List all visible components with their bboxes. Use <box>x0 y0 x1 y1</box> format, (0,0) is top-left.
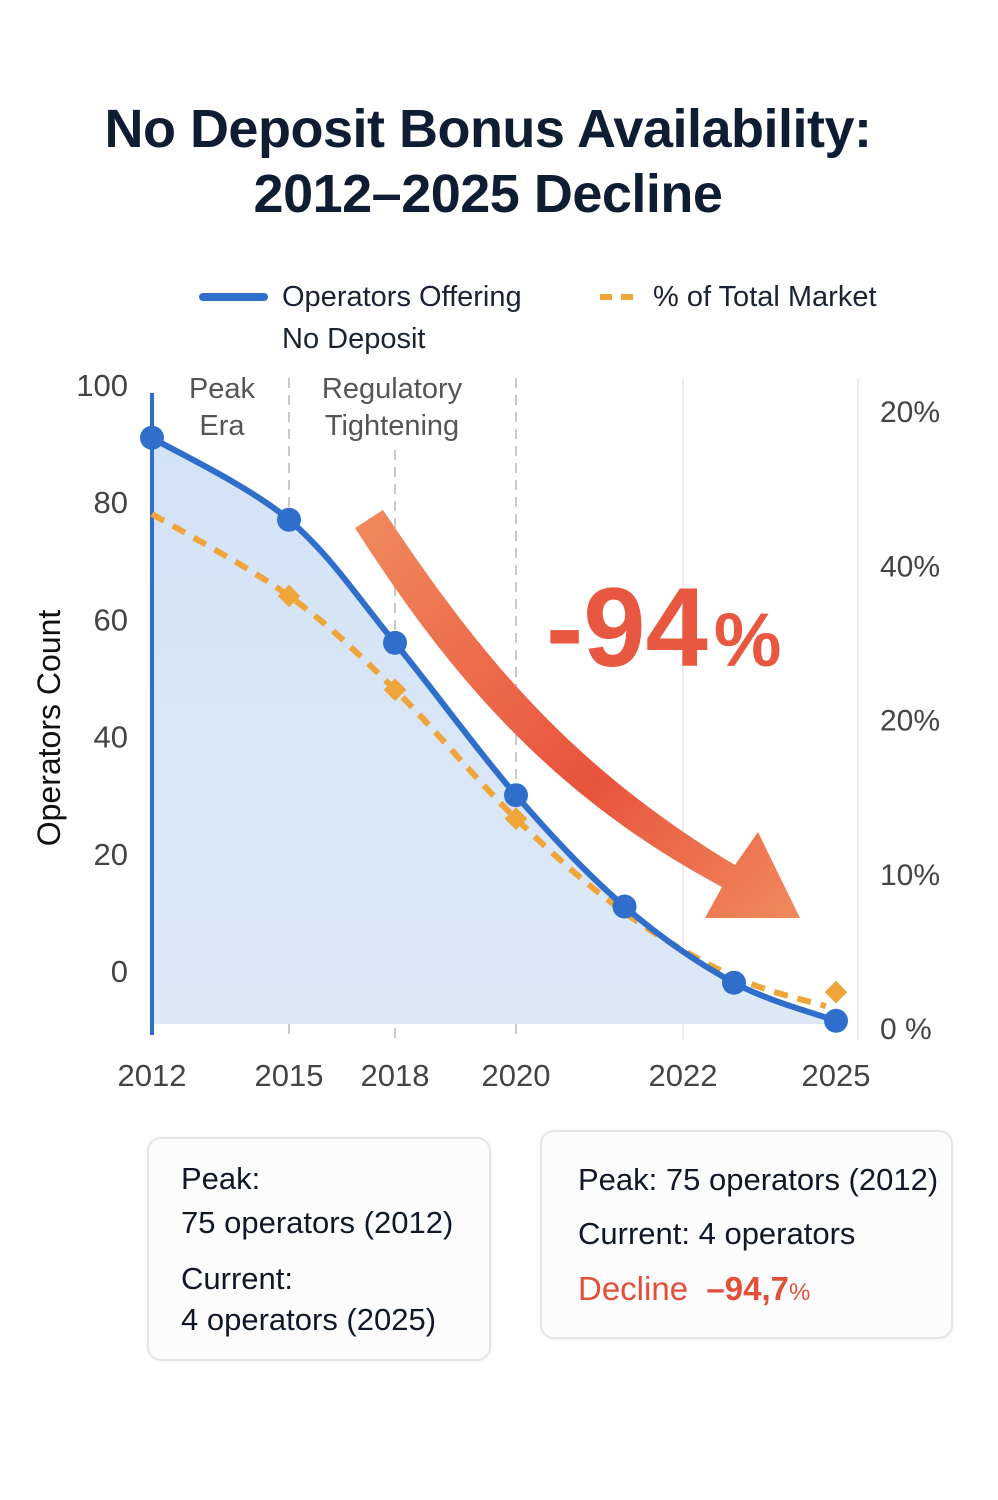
chart-title-line-1: No Deposit Bonus Availability: <box>104 99 872 159</box>
right-y-tick-label: 20% <box>880 705 940 738</box>
operators-point <box>504 783 528 808</box>
decline-big-label: -94% <box>546 565 781 690</box>
x-tick-label: 2015 <box>255 1058 324 1093</box>
operators-area-fill <box>152 437 836 1024</box>
y-tick-label: 60 <box>94 602 128 637</box>
y-tick-label: 0 <box>111 954 128 989</box>
decline-label: Decline <box>578 1270 689 1307</box>
operators-point <box>612 894 637 919</box>
y-tick-label: 20 <box>94 837 128 872</box>
market-share-point <box>383 678 407 702</box>
x-tick-label: 2012 <box>118 1058 187 1093</box>
y-tick-label: 80 <box>94 485 128 520</box>
operators-point <box>140 425 164 450</box>
chart-svg: -94% 100 80 60 40 20 0 20% 40% 20% 10% 0 % 2012 2015… <box>31 293 940 1093</box>
legend-line-1: Operators Offering <box>282 281 522 313</box>
peak-value: 75 operators (2012) <box>181 1205 454 1240</box>
y-tick-label: 40 <box>94 720 128 755</box>
decline-arrow <box>355 510 800 918</box>
chart-title-line-2: 2012–2025 Decline <box>253 164 723 224</box>
operators-point <box>277 507 301 532</box>
operators-point <box>824 1008 848 1033</box>
era-annotation: Peak <box>189 373 256 405</box>
legend-label-operators: Operators Offering No Deposit <box>282 276 522 360</box>
decline-value: –94,7 <box>706 1270 789 1307</box>
x-tick-label: 2022 <box>649 1058 718 1093</box>
x-tick-label: 2020 <box>482 1058 551 1093</box>
right-y-tick-label: 0 % <box>880 1013 932 1046</box>
right-y-tick-label: 10% <box>880 859 940 892</box>
peak-text: Peak: 75 operators (2012) <box>578 1162 939 1197</box>
market-share-point <box>824 980 848 1004</box>
y-tick-label: 100 <box>76 368 128 403</box>
operators-point <box>722 970 746 995</box>
current-text: Current: 4 operators <box>578 1216 856 1251</box>
era-annotation: Tightening <box>325 410 459 442</box>
summary-card-left: Peak: 75 operators (2012) Current: 4 ope… <box>147 1137 491 1361</box>
summary-card-right: Peak: 75 operators (2012) Current: 4 ope… <box>540 1130 953 1339</box>
peak-label: Peak: <box>181 1161 261 1196</box>
legend-label-market: % of Total Market <box>653 281 877 313</box>
x-tick-label: 2025 <box>802 1058 871 1093</box>
market-share-point <box>504 807 528 830</box>
x-tick-label: 2018 <box>361 1058 430 1093</box>
current-value: 4 operators (2025) <box>181 1302 437 1337</box>
market-share-line <box>150 511 827 1010</box>
decline-text: Decline –94,7% <box>578 1270 810 1308</box>
y-axis-label: Operators Count <box>31 610 67 847</box>
era-annotation: Regulatory <box>322 373 463 405</box>
legend-line-2: No Deposit <box>282 323 426 355</box>
right-y-tick-label: 20% <box>880 396 940 429</box>
operators-point <box>383 630 407 655</box>
right-y-tick-label: 40% <box>880 550 940 583</box>
market-share-point <box>277 584 301 608</box>
decline-pct: % <box>789 1279 811 1306</box>
era-annotation: Era <box>199 410 245 442</box>
current-label: Current: <box>181 1261 293 1296</box>
